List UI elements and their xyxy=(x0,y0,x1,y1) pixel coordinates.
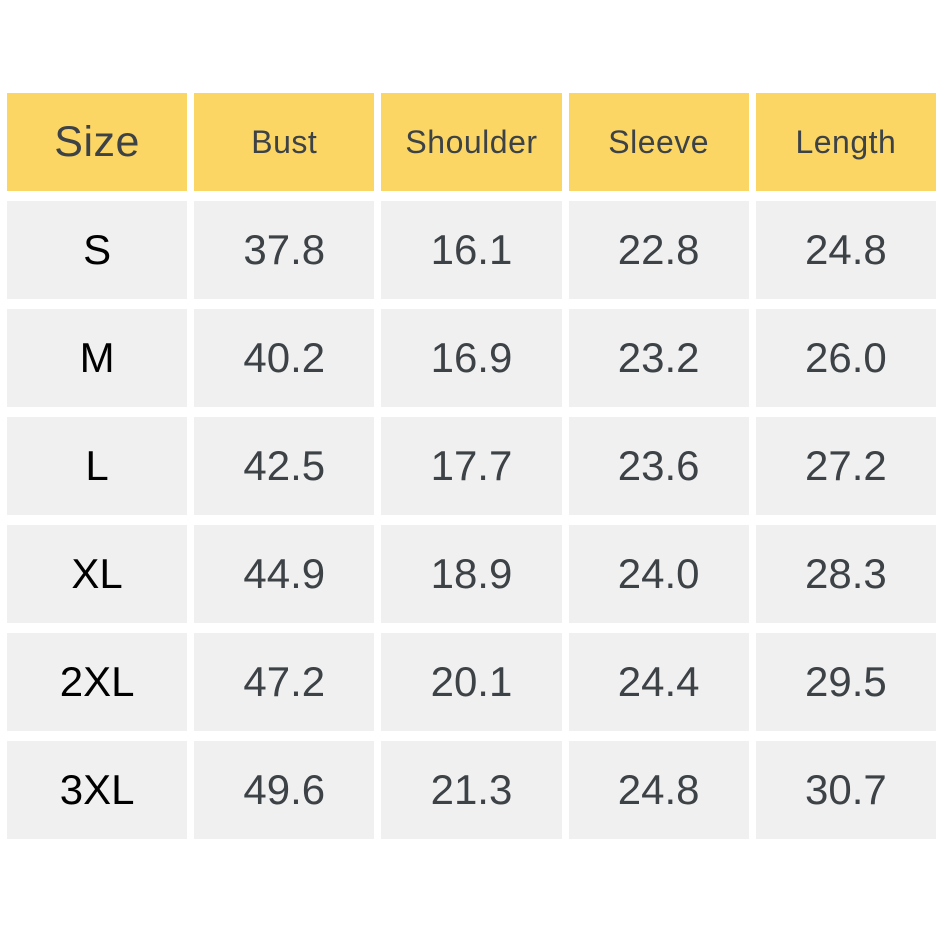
table-cell: 44.9 xyxy=(194,525,375,623)
row-size-label: M xyxy=(7,309,188,407)
column-header-size: Size xyxy=(7,93,188,191)
table-cell: 27.2 xyxy=(755,417,936,515)
table-row: 3XL 49.6 21.3 24.8 30.7 xyxy=(7,741,936,839)
row-size-label: 3XL xyxy=(7,741,188,839)
table-cell: 30.7 xyxy=(755,741,936,839)
table-cell: 29.5 xyxy=(755,633,936,731)
table-cell: 23.6 xyxy=(568,417,749,515)
row-size-label: XL xyxy=(7,525,188,623)
table-cell: 47.2 xyxy=(194,633,375,731)
table-cell: 22.8 xyxy=(568,201,749,299)
table-cell: 28.3 xyxy=(755,525,936,623)
table-cell: 24.0 xyxy=(568,525,749,623)
table-row: 2XL 47.2 20.1 24.4 29.5 xyxy=(7,633,936,731)
table-cell: 16.1 xyxy=(381,201,562,299)
table-cell: 16.9 xyxy=(381,309,562,407)
column-header-bust: Bust xyxy=(194,93,375,191)
table-row: M 40.2 16.9 23.2 26.0 xyxy=(7,309,936,407)
column-header-shoulder: Shoulder xyxy=(381,93,562,191)
table-cell: 24.4 xyxy=(568,633,749,731)
table-cell: 20.1 xyxy=(381,633,562,731)
table-cell: 17.7 xyxy=(381,417,562,515)
table-row: XL 44.9 18.9 24.0 28.3 xyxy=(7,525,936,623)
table-cell: 23.2 xyxy=(568,309,749,407)
table-row: L 42.5 17.7 23.6 27.2 xyxy=(7,417,936,515)
column-header-length: Length xyxy=(755,93,936,191)
table-cell: 37.8 xyxy=(194,201,375,299)
table-cell: 49.6 xyxy=(194,741,375,839)
table-cell: 40.2 xyxy=(194,309,375,407)
column-header-sleeve: Sleeve xyxy=(568,93,749,191)
row-size-label: 2XL xyxy=(7,633,188,731)
row-size-label: S xyxy=(7,201,188,299)
table-cell: 26.0 xyxy=(755,309,936,407)
table-cell: 24.8 xyxy=(755,201,936,299)
size-chart-table: Size Bust Shoulder Sleeve Length S 37.8 … xyxy=(0,83,943,849)
table-cell: 42.5 xyxy=(194,417,375,515)
table-cell: 21.3 xyxy=(381,741,562,839)
table-cell: 24.8 xyxy=(568,741,749,839)
row-size-label: L xyxy=(7,417,188,515)
table-row: S 37.8 16.1 22.8 24.8 xyxy=(7,201,936,299)
header-row: Size Bust Shoulder Sleeve Length xyxy=(7,93,936,191)
table-cell: 18.9 xyxy=(381,525,562,623)
